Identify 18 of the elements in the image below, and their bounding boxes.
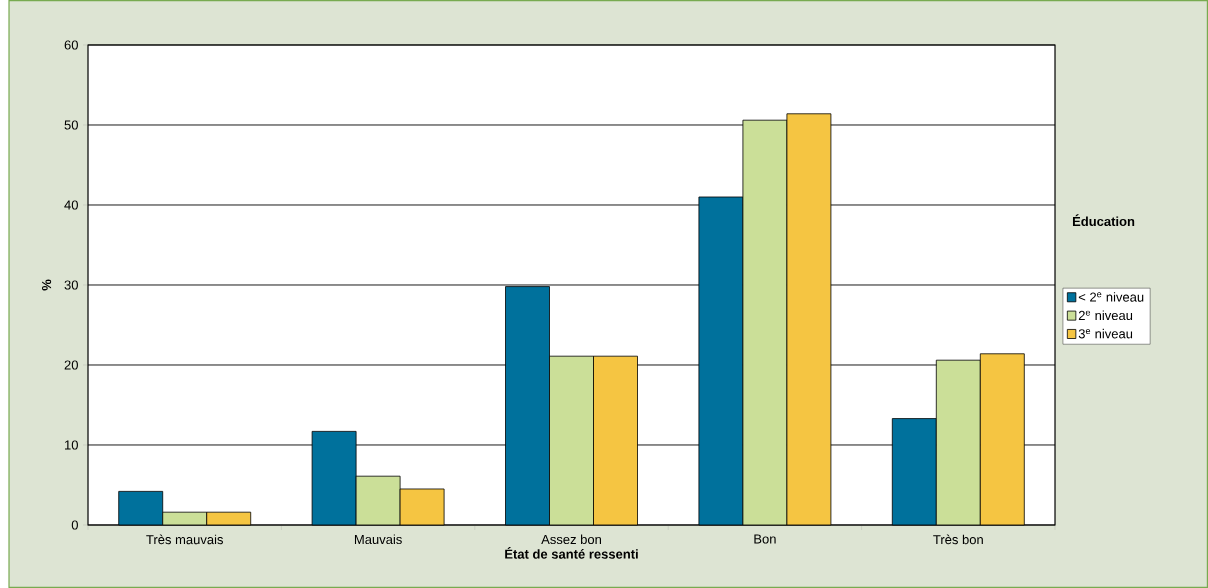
legend-label: 3$^{e}$ niveau (1078, 328, 1133, 339)
x-tick-label: Très mauvais (146, 534, 223, 545)
y-tick-label: 0 (71, 520, 78, 530)
x-axis-title: État de santé ressenti (505, 547, 638, 559)
legend-title: Éducation (1072, 214, 1135, 227)
y-axis-title: % (42, 279, 52, 291)
legend-label: 2$^{e}$ niveau (1078, 310, 1133, 321)
legend-label: < 2$^{e}$ niveau (1078, 292, 1144, 302)
y-tick-label: 60 (64, 40, 78, 50)
x-tick-label: Très bon (933, 534, 983, 545)
y-tick-label: 40 (64, 200, 78, 210)
y-tick-label: 10 (65, 440, 78, 450)
x-tick-label: Mauvais (354, 534, 402, 545)
x-tick-label: Assez bon (541, 534, 601, 545)
y-tick-label: 20 (64, 360, 78, 370)
x-tick-label: Bon (754, 534, 776, 544)
y-tick-label: 30 (64, 280, 78, 290)
y-tick-label: 50 (64, 120, 78, 130)
